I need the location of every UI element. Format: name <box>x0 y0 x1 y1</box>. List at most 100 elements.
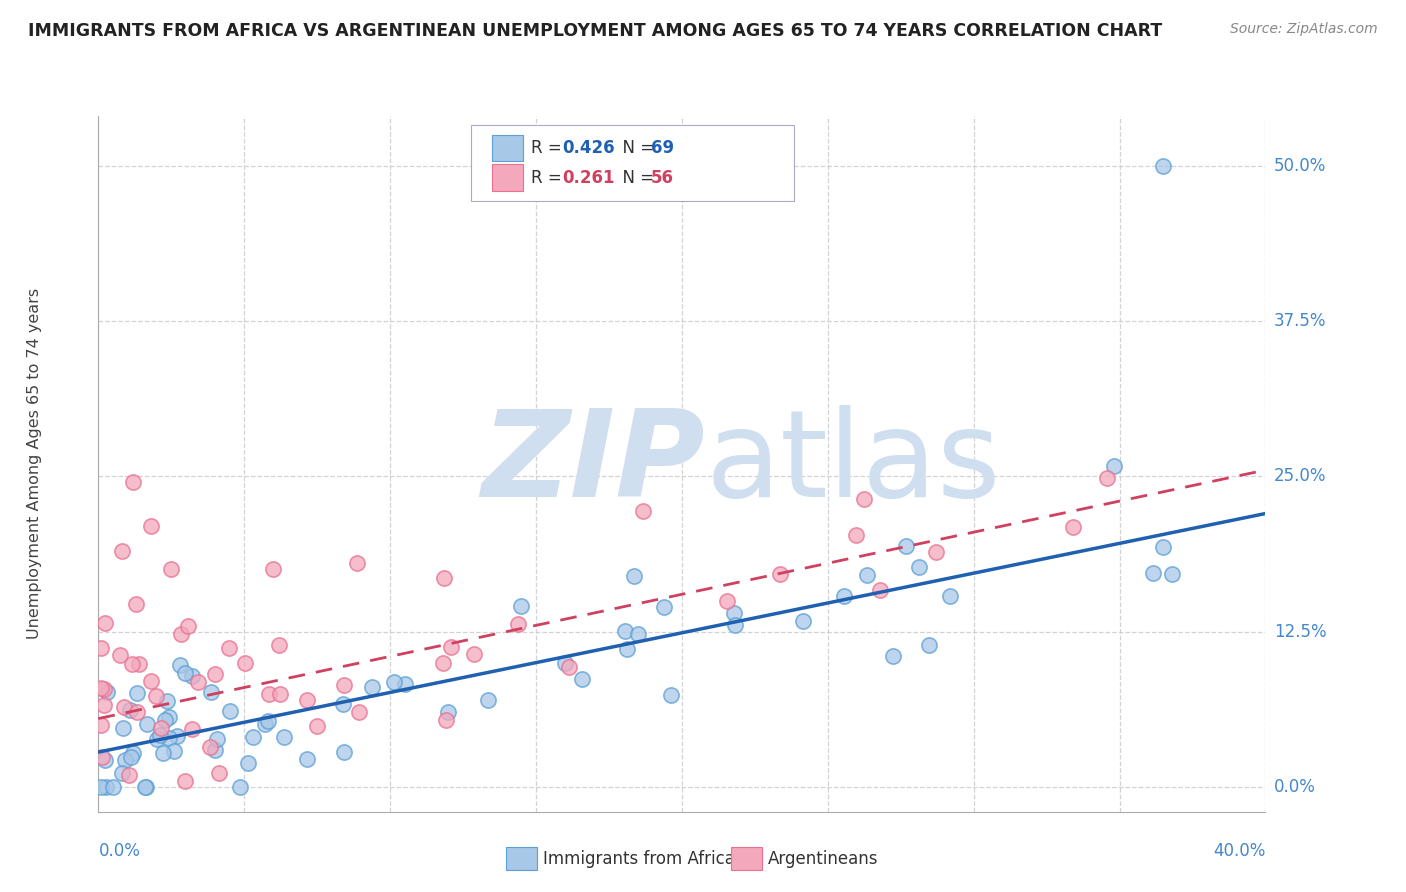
Point <box>508 617 530 632</box>
Point <box>346 557 368 571</box>
Point <box>1142 566 1164 581</box>
Point <box>218 704 240 718</box>
Point <box>477 693 499 707</box>
Point <box>96 684 118 698</box>
Point <box>125 686 148 700</box>
Point <box>869 583 891 598</box>
Text: 0.426: 0.426 <box>562 139 614 157</box>
Text: 37.5%: 37.5% <box>1274 312 1326 330</box>
Point <box>437 705 460 719</box>
Point <box>882 649 904 664</box>
Point <box>94 615 117 630</box>
Point <box>440 640 463 655</box>
Text: atlas: atlas <box>706 405 1001 523</box>
Point <box>853 491 876 506</box>
Point <box>159 731 181 745</box>
Point <box>256 714 278 728</box>
Point <box>307 719 329 733</box>
Point <box>332 697 354 711</box>
Point <box>917 638 939 652</box>
Point <box>134 780 156 794</box>
Point <box>269 687 291 701</box>
Point <box>125 597 148 611</box>
Text: 56: 56 <box>651 169 673 186</box>
Point <box>627 626 650 640</box>
Point <box>114 753 136 767</box>
Point <box>200 739 222 754</box>
Point <box>90 750 112 764</box>
Point <box>135 780 157 794</box>
Text: 12.5%: 12.5% <box>1274 623 1326 640</box>
Point <box>181 723 204 737</box>
Text: 50.0%: 50.0% <box>1274 157 1326 175</box>
Point <box>181 668 204 682</box>
Point <box>613 624 636 639</box>
Point <box>218 640 240 655</box>
Point <box>1102 459 1125 474</box>
Point <box>200 685 222 699</box>
Point <box>333 746 356 760</box>
Point <box>156 694 179 708</box>
Point <box>616 641 638 656</box>
Point <box>122 475 145 490</box>
Point <box>90 718 112 732</box>
Point <box>273 730 295 744</box>
Point <box>297 693 319 707</box>
Point <box>120 703 142 717</box>
Text: IMMIGRANTS FROM AFRICA VS ARGENTINEAN UNEMPLOYMENT AMONG AGES 65 TO 74 YEARS COR: IMMIGRANTS FROM AFRICA VS ARGENTINEAN UN… <box>28 22 1163 40</box>
Point <box>207 766 229 780</box>
Text: 0.0%: 0.0% <box>1274 778 1316 796</box>
Text: Immigrants from Africa: Immigrants from Africa <box>543 850 734 868</box>
Point <box>229 780 252 794</box>
Point <box>145 689 167 703</box>
Point <box>146 731 169 746</box>
Point <box>174 774 197 789</box>
Point <box>169 657 191 672</box>
Point <box>382 675 405 690</box>
Point <box>558 660 581 674</box>
Point <box>233 656 256 670</box>
Point <box>631 504 654 518</box>
Point <box>768 566 790 581</box>
Point <box>136 717 159 731</box>
Point <box>253 717 276 731</box>
Point <box>139 519 162 533</box>
Text: R =: R = <box>531 169 568 186</box>
Point <box>108 648 131 662</box>
Point <box>174 665 197 680</box>
Point <box>571 673 593 687</box>
Point <box>111 766 134 780</box>
Point <box>120 749 142 764</box>
Text: ZIP: ZIP <box>481 405 706 523</box>
Point <box>262 562 284 576</box>
Point <box>333 678 356 692</box>
Point <box>716 594 738 608</box>
Point <box>111 721 134 735</box>
Point <box>127 705 149 719</box>
Point <box>724 618 747 632</box>
Point <box>149 728 172 742</box>
Point <box>925 544 948 558</box>
Point <box>433 571 456 585</box>
Point <box>152 747 174 761</box>
Point <box>1152 541 1174 555</box>
Point <box>90 780 112 794</box>
Point <box>118 767 141 781</box>
Point <box>121 657 143 671</box>
Point <box>834 589 856 603</box>
Text: 0.261: 0.261 <box>562 169 614 186</box>
Text: N =: N = <box>612 169 659 186</box>
Point <box>90 681 112 695</box>
Point <box>856 568 879 582</box>
Point <box>723 607 745 621</box>
Point <box>90 641 112 656</box>
Point <box>347 705 370 719</box>
Point <box>1097 471 1119 485</box>
Text: 25.0%: 25.0% <box>1274 467 1326 485</box>
Point <box>122 747 145 761</box>
Point <box>187 674 209 689</box>
Point <box>554 656 576 670</box>
Text: N =: N = <box>612 139 659 157</box>
Point <box>204 667 226 681</box>
Point <box>845 528 868 542</box>
